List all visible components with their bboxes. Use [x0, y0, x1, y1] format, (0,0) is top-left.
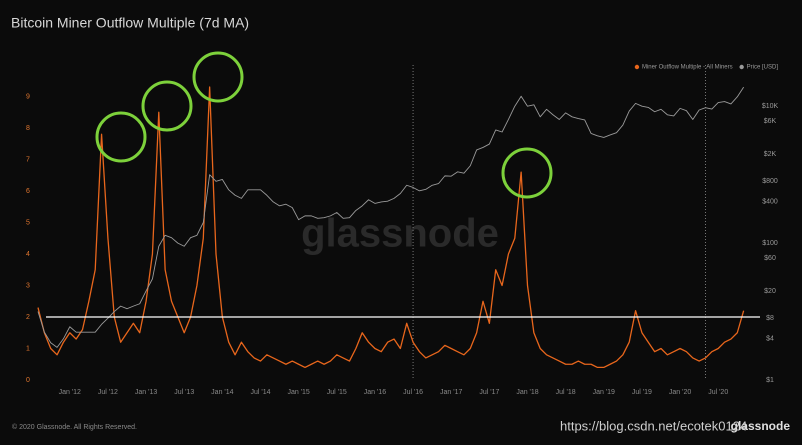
y-tick-label: 3 — [26, 282, 30, 289]
x-tick-label: Jan '20 — [669, 389, 691, 396]
plot: 0 1 2 3 4 5 6 7 8 9 $1 $4 $8 $20 $60 $100 $400 $800 $2K $6K… — [26, 65, 778, 396]
x-tick-label: Jul '16 — [403, 389, 423, 396]
y2-tick-label: $100 — [762, 240, 778, 247]
highlight-circle — [141, 80, 193, 132]
x-tick-label: Jan '16 — [364, 389, 386, 396]
x-tick-label: Jul '15 — [327, 389, 347, 396]
y2-tick-label: $10K — [762, 103, 779, 110]
highlight-circle — [192, 51, 244, 103]
series-line — [37, 86, 745, 369]
x-tick-label: Jul '13 — [174, 389, 194, 396]
highlight-circle — [95, 111, 147, 163]
legend-label: Miner Outflow Multiple - All Miners — [642, 65, 733, 71]
y-tick-label: 0 — [26, 377, 30, 384]
highlight-circles — [95, 51, 553, 199]
y-tick-label: 6 — [26, 188, 30, 195]
y2-tick-label: $1 — [766, 377, 774, 384]
x-tick-label: Jan '12 — [59, 389, 81, 396]
legend-swatch — [634, 64, 640, 70]
source-watermark: https://blog.csdn.net/ecotek0124 — [560, 418, 747, 433]
x-tick-label: Jul '18 — [556, 389, 576, 396]
highlight-circle — [501, 147, 553, 199]
y-tick-label: 1 — [26, 345, 30, 352]
logo: glassnode — [731, 419, 791, 433]
y2-tick-label: $400 — [762, 199, 778, 206]
x-tick-label: Jan '17 — [440, 389, 462, 396]
y-tick-label: 4 — [26, 251, 30, 258]
y2-tick-label: $60 — [764, 255, 776, 262]
legend-swatch — [739, 64, 744, 70]
y2-tick-label: $800 — [762, 178, 778, 185]
x-tick-label: Jul '14 — [250, 389, 270, 396]
y2-tick-label: $6K — [764, 118, 777, 125]
watermark: glassnode — [301, 212, 499, 256]
y-tick-label: 5 — [26, 219, 30, 226]
y2-tick-label: $2K — [764, 151, 777, 158]
x-tick-label: Jan '19 — [593, 389, 615, 396]
series-line — [37, 86, 745, 348]
x-tick-label: Jan '13 — [135, 389, 157, 396]
x-tick-label: Jul '19 — [632, 389, 652, 396]
chart-title: Bitcoin Miner Outflow Multiple (7d MA) — [11, 15, 249, 31]
x-tick-label: Jul '12 — [98, 389, 118, 396]
y2-tick-label: $20 — [764, 288, 776, 295]
x-tick-label: Jan '14 — [211, 389, 233, 396]
x-tick-label: Jan '15 — [287, 389, 309, 396]
y2-tick-label: $4 — [766, 336, 774, 343]
y-tick-label: 9 — [26, 93, 30, 100]
footer: © 2020 Glassnode. All Rights Reserved. — [12, 423, 137, 431]
y-tick-label: 2 — [26, 314, 30, 321]
x-tick-label: Jul '17 — [479, 389, 499, 396]
y-tick-label: 8 — [26, 125, 30, 132]
y2-tick-label: $8 — [766, 315, 774, 322]
x-tick-label: Jul '20 — [708, 389, 728, 396]
y-tick-label: 7 — [26, 156, 30, 163]
x-tick-label: Jan '18 — [516, 389, 538, 396]
legend-label: Price [USD] — [747, 65, 779, 71]
